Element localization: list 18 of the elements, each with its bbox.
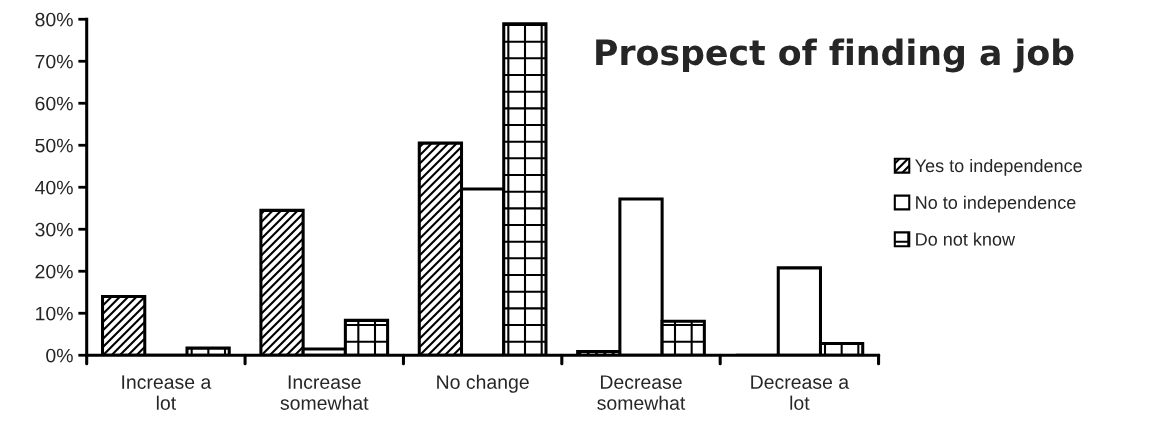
x-tick-label: No change: [437, 374, 529, 393]
y-tick-label: 40%: [35, 180, 73, 195]
x-tick-label: Decrease somewhat: [597, 375, 686, 410]
legend-label: Do not know: [916, 232, 1016, 246]
y-tick-label: 0%: [46, 348, 73, 363]
text: Prospect of finding a job: [596, 38, 1074, 73]
y-tick-label: 10%: [36, 306, 73, 321]
y-tick-label: 50%: [35, 138, 73, 153]
y-tick-label: 60%: [35, 96, 73, 111]
y-tick-label: 30%: [35, 222, 73, 237]
y-tick-label: 80%: [35, 12, 73, 27]
y-tick-label: 20%: [35, 264, 73, 279]
x-tick-label: Decrease a lot: [751, 375, 850, 410]
legend-label: Yes to independence: [915, 158, 1082, 176]
x-tick-label: Increase somewhat: [280, 375, 369, 410]
legend-label: No to independence: [916, 195, 1076, 213]
x-tick-label: Increase a lot: [122, 375, 212, 410]
y-tick-label: 70%: [35, 54, 73, 69]
